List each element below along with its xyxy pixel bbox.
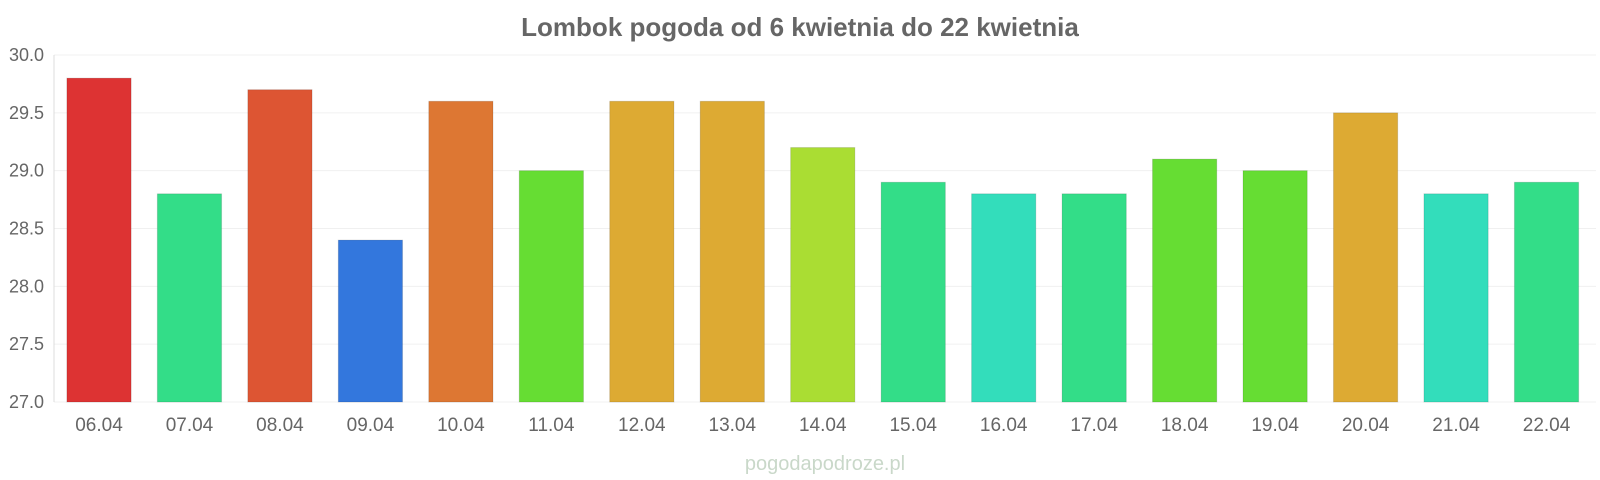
- bar-20.04: [1332, 112, 1399, 403]
- bar-17.04: [1061, 193, 1127, 403]
- bar-22.04: [1513, 181, 1580, 403]
- y-tick-label: 27.0: [9, 392, 44, 412]
- x-tick-label: 14.04: [799, 415, 847, 436]
- y-tick-label: 29.5: [9, 103, 44, 123]
- y-tick-label: 27.5: [9, 334, 44, 354]
- x-tick-label: 19.04: [1251, 415, 1299, 436]
- y-tick-label: 28.0: [9, 276, 44, 296]
- x-tick-label: 09.04: [347, 415, 395, 436]
- x-tick-label: 21.04: [1432, 415, 1480, 436]
- bar-16.04: [971, 193, 1037, 403]
- bar-21.04: [1423, 193, 1489, 403]
- x-tick-label: 07.04: [166, 415, 214, 436]
- bar-06.04: [66, 77, 132, 403]
- watermark: pogodapodroze.pl: [745, 453, 905, 475]
- bar-15.04: [880, 181, 946, 403]
- x-tick-label: 11.04: [528, 415, 575, 436]
- chart-title: Lombok pogoda od 6 kwietnia do 22 kwietn…: [521, 12, 1079, 42]
- bar-09.04: [337, 239, 404, 403]
- bar-13.04: [699, 100, 765, 403]
- x-tick-label: 15.04: [889, 415, 937, 436]
- x-tick-label: 17.04: [1070, 415, 1118, 436]
- bar-08.04: [247, 89, 313, 403]
- x-tick-label: 12.04: [618, 415, 666, 436]
- bars: [66, 77, 1580, 403]
- y-tick-label: 29.0: [9, 161, 44, 181]
- x-tick-label: 08.04: [256, 415, 304, 436]
- x-tick-label: 22.04: [1523, 415, 1571, 436]
- bar-14.04: [790, 147, 856, 403]
- bar-07.04: [156, 193, 223, 403]
- x-tick-label: 20.04: [1342, 415, 1390, 436]
- bar-18.04: [1152, 158, 1218, 403]
- x-tick-label: 16.04: [980, 415, 1028, 436]
- x-tick-label: 18.04: [1161, 415, 1209, 436]
- y-axis-ticks: 27.0 27.5 28.0 28.5 29.0 29.5 30.0: [9, 45, 44, 412]
- bar-19.04: [1242, 170, 1308, 403]
- y-tick-label: 30.0: [9, 45, 44, 65]
- x-tick-label: 10.04: [437, 415, 485, 436]
- y-tick-label: 28.5: [9, 219, 44, 239]
- x-axis-ticks: 06.04 07.04 08.04 09.04 10.04 11.04 12.04 13.04…: [75, 415, 1571, 436]
- x-tick-label: 13.04: [709, 415, 757, 436]
- bar-12.04: [609, 100, 675, 403]
- bar-11.04: [518, 170, 584, 403]
- x-tick-label: 06.04: [75, 415, 123, 436]
- bar-10.04: [428, 100, 494, 403]
